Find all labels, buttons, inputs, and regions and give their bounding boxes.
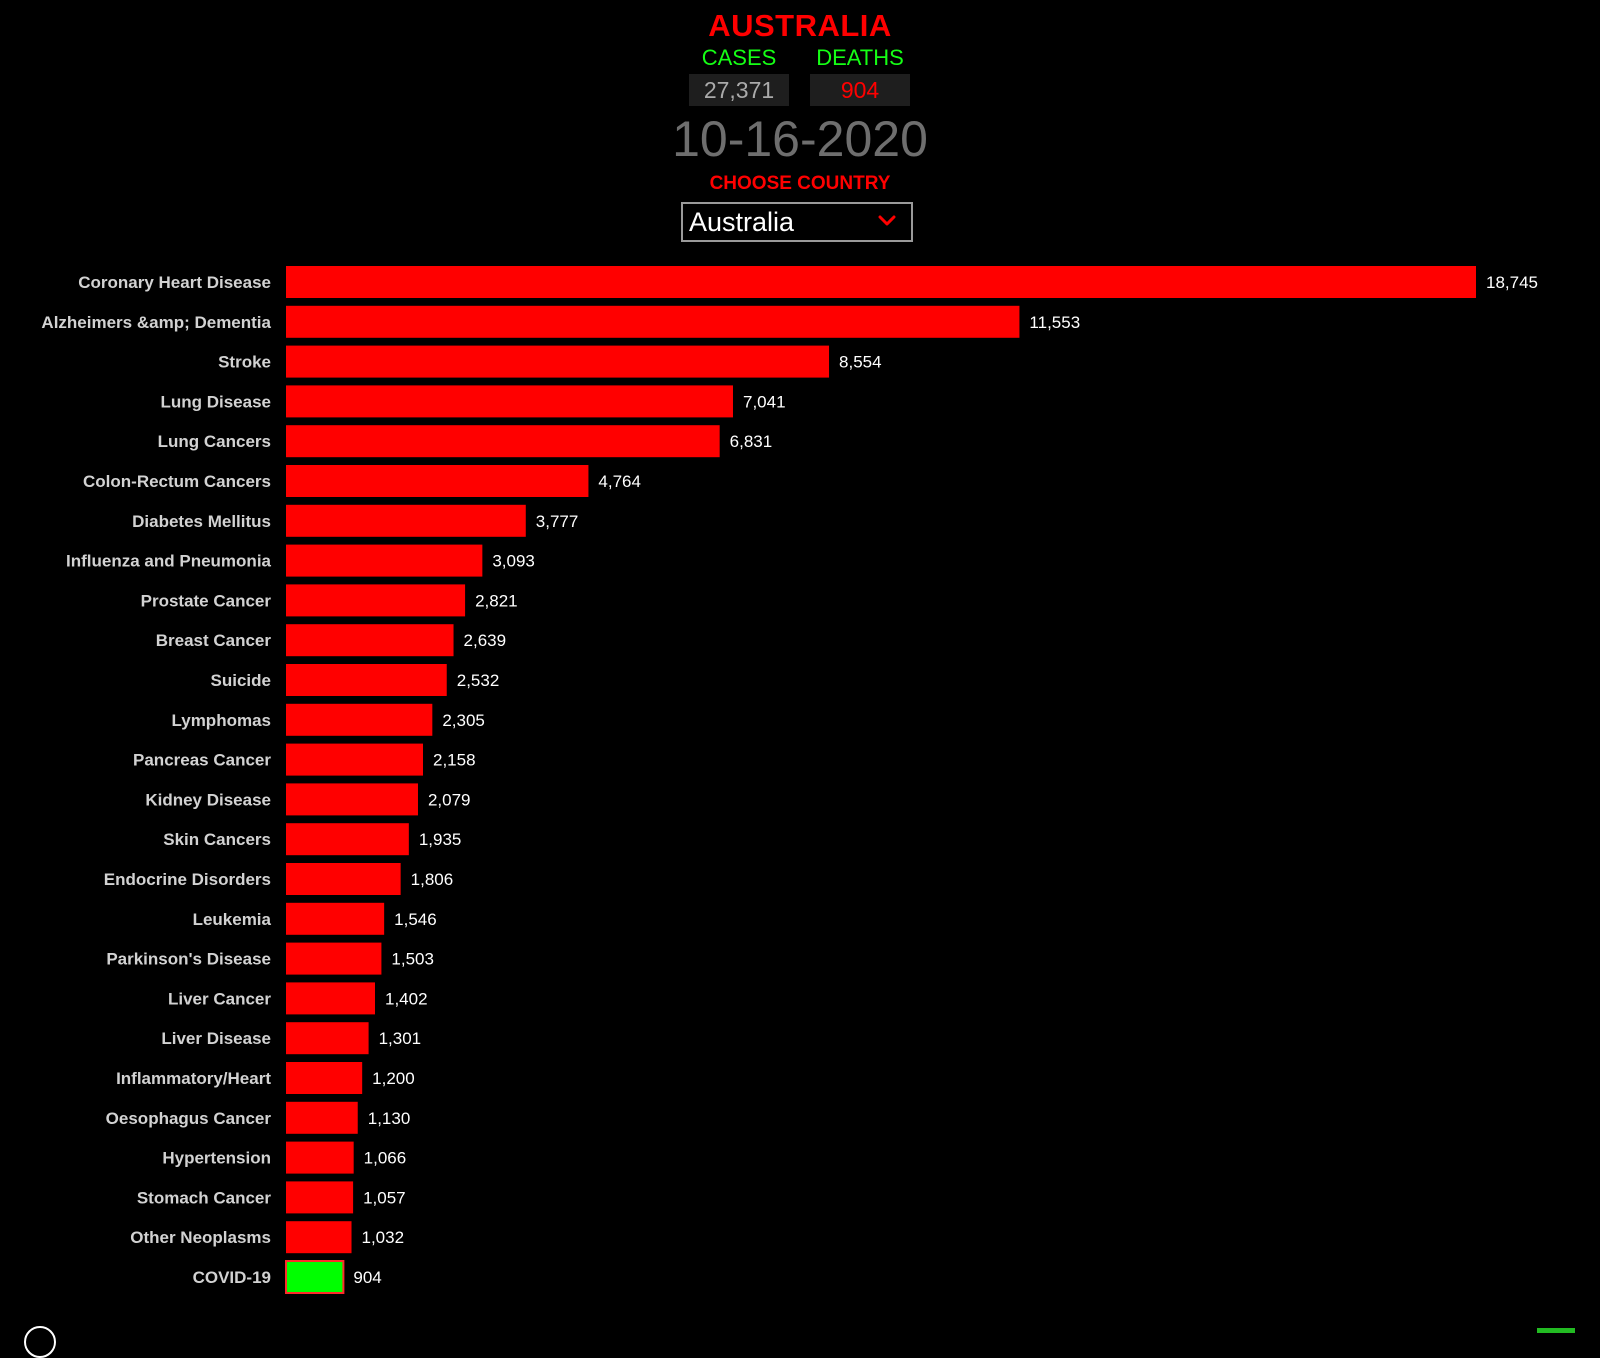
category-label: Endocrine Disorders	[104, 870, 271, 889]
bar	[286, 982, 376, 1015]
value-label: 7,041	[743, 392, 786, 411]
value-label: 1,503	[391, 950, 434, 969]
category-label: Pancreas Cancer	[133, 751, 271, 770]
value-label: 1,402	[385, 989, 428, 1008]
category-label: Lymphomas	[171, 711, 271, 730]
bar	[286, 1022, 369, 1055]
date-display: 10-16-2020	[672, 111, 928, 167]
category-label: Colon-Rectum Cancers	[83, 472, 271, 491]
deaths-value: 904	[810, 74, 910, 106]
bar	[286, 823, 409, 856]
value-label: 3,777	[536, 512, 579, 531]
value-label: 2,821	[475, 591, 518, 610]
category-label: Other Neoplasms	[130, 1228, 271, 1247]
value-label: 1,066	[364, 1149, 407, 1168]
bar	[286, 305, 1020, 338]
deaths-label: DEATHS	[816, 45, 904, 70]
bar	[286, 425, 720, 458]
value-label: 2,158	[433, 751, 476, 770]
bar	[286, 385, 733, 418]
value-label: 1,032	[362, 1228, 405, 1247]
value-label: 11,553	[1029, 313, 1080, 332]
value-label: 2,079	[428, 790, 471, 809]
bar	[286, 1141, 354, 1174]
bar	[286, 584, 466, 617]
category-label: Hypertension	[162, 1149, 271, 1168]
bar	[286, 465, 589, 497]
category-label: Breast Cancer	[156, 631, 272, 650]
category-label: Oesophagus Cancer	[106, 1109, 272, 1128]
bar	[286, 345, 830, 378]
cases-stat: CASES 27,371	[689, 44, 789, 106]
value-label: 3,093	[492, 552, 535, 571]
category-label: Diabetes Mellitus	[132, 512, 271, 531]
value-label: 1,546	[394, 910, 437, 929]
bar	[286, 942, 382, 975]
category-label: Skin Cancers	[163, 830, 271, 849]
bar	[286, 863, 401, 895]
value-label: 1,200	[372, 1069, 415, 1088]
category-label: Lung Disease	[160, 392, 271, 411]
value-label: 2,532	[457, 671, 500, 690]
value-label: 6,831	[730, 432, 773, 451]
green-square-icon[interactable]	[1537, 1328, 1575, 1333]
selected-country: Australia	[689, 207, 795, 237]
category-label: COVID-19	[193, 1268, 271, 1287]
value-label: 1,057	[363, 1188, 406, 1207]
bar	[286, 624, 454, 657]
bar	[286, 743, 423, 776]
value-label: 8,554	[839, 353, 882, 372]
bar	[286, 504, 526, 537]
bar	[286, 664, 447, 696]
bar	[286, 1062, 363, 1094]
bar	[286, 1181, 354, 1214]
category-label: Lung Cancers	[158, 432, 271, 451]
category-label: Prostate Cancer	[141, 591, 272, 610]
category-label: Stroke	[218, 353, 271, 372]
value-label: 1,130	[368, 1109, 411, 1128]
bar	[286, 1221, 352, 1254]
category-label: Parkinson's Disease	[106, 950, 271, 969]
value-label: 1,806	[411, 870, 454, 889]
value-label: 4,764	[598, 472, 641, 491]
value-label: 1,301	[379, 1029, 422, 1048]
deaths-stat: DEATHS 904	[810, 44, 910, 106]
bar	[286, 266, 1476, 298]
value-label: 2,639	[464, 631, 507, 650]
bar-covid-19	[285, 1260, 345, 1294]
bar	[286, 544, 483, 577]
category-label: Liver Disease	[161, 1029, 271, 1048]
bar	[286, 902, 385, 935]
category-label: Coronary Heart Disease	[78, 273, 271, 292]
value-label: 904	[353, 1268, 381, 1287]
category-label: Inflammatory/Heart	[116, 1069, 271, 1088]
category-label: Suicide	[211, 671, 271, 690]
country-dropdown[interactable]: Australia	[681, 202, 913, 242]
bar	[286, 1101, 358, 1134]
bar	[286, 783, 418, 816]
value-label: 1,935	[419, 830, 462, 849]
category-label: Leukemia	[193, 910, 272, 929]
country-title: AUSTRALIA	[708, 8, 892, 43]
category-label: Stomach Cancer	[137, 1188, 272, 1207]
bar	[286, 703, 433, 736]
cases-label: CASES	[701, 45, 777, 70]
category-label: Influenza and Pneumonia	[66, 552, 272, 571]
value-label: 2,305	[442, 711, 485, 730]
choose-country-label: CHOOSE COUNTRY	[709, 173, 891, 194]
value-label: 18,745	[1486, 273, 1538, 292]
category-label: Liver Cancer	[168, 989, 271, 1008]
category-label: Alzheimers &amp; Dementia	[41, 313, 271, 332]
cases-value: 27,371	[689, 74, 789, 106]
category-label: Kidney Disease	[145, 790, 271, 809]
chevron-down-icon	[878, 215, 896, 226]
circle-icon[interactable]	[24, 1326, 56, 1358]
